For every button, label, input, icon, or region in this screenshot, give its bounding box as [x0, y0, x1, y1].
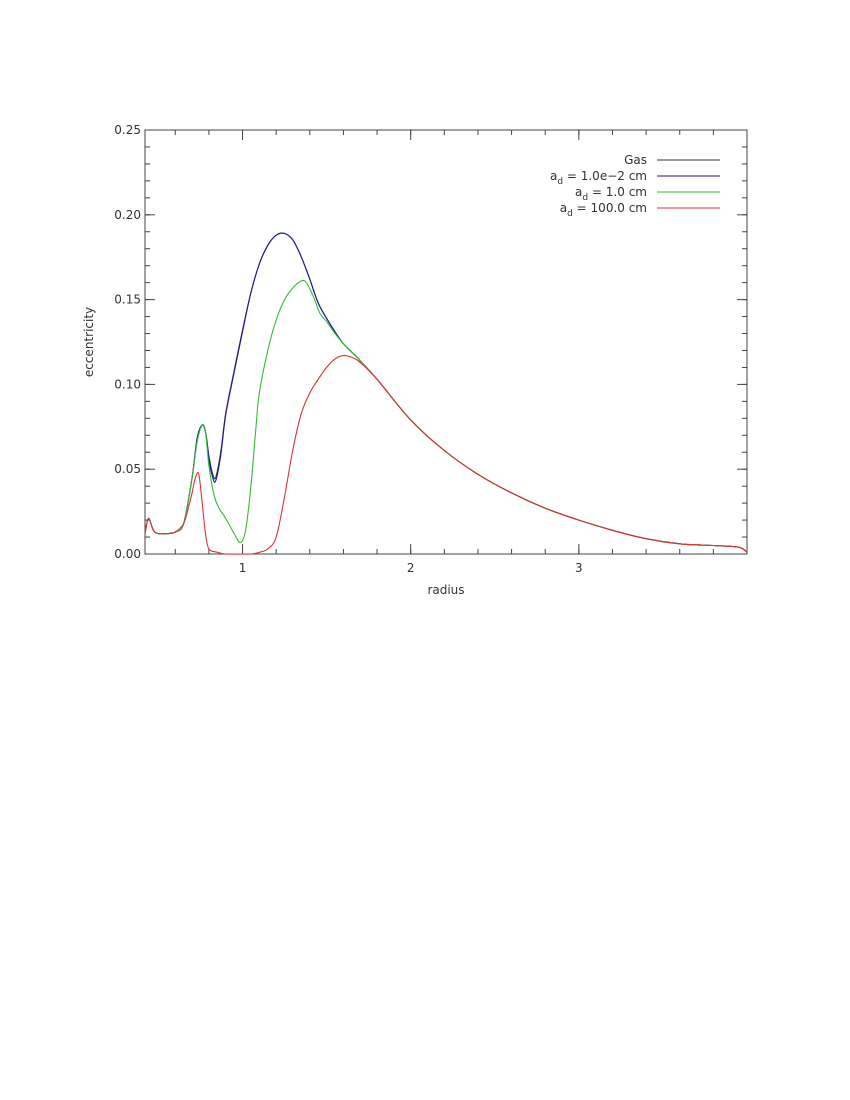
- series-line-2: [144, 232, 748, 553]
- series-line-3: [144, 279, 748, 553]
- y-tick-label: 0.25: [114, 123, 141, 137]
- series-line-4: [144, 354, 748, 555]
- tick-marks: [145, 129, 747, 555]
- y-axis-label: eccentricity: [82, 307, 96, 377]
- x-axis-label: radius: [427, 583, 464, 597]
- x-tick-label: 1: [239, 561, 247, 575]
- y-tick-label: 0.05: [114, 462, 141, 476]
- series-lines: [144, 232, 748, 555]
- y-tick-label: 0.20: [114, 208, 141, 222]
- legend-label-4: ad = 100.0 cm: [560, 201, 647, 219]
- y-tick-label: 0.15: [114, 293, 141, 307]
- x-tick-label: 3: [575, 561, 583, 575]
- tick-labels: 0.00 0.05 0.10 0.15 0.20 0.25 1 2 3: [114, 123, 582, 575]
- y-tick-label: 0.00: [114, 547, 141, 561]
- x-tick-label: 2: [407, 561, 415, 575]
- legend-label-2: ad = 1.0e−2 cm: [550, 169, 647, 187]
- plot-frame: [144, 129, 748, 555]
- series-line-1: [144, 232, 748, 553]
- y-tick-label: 0.10: [114, 377, 141, 391]
- legend-label-1: Gas: [624, 153, 647, 167]
- legend-label-3: ad = 1.0 cm: [575, 185, 647, 203]
